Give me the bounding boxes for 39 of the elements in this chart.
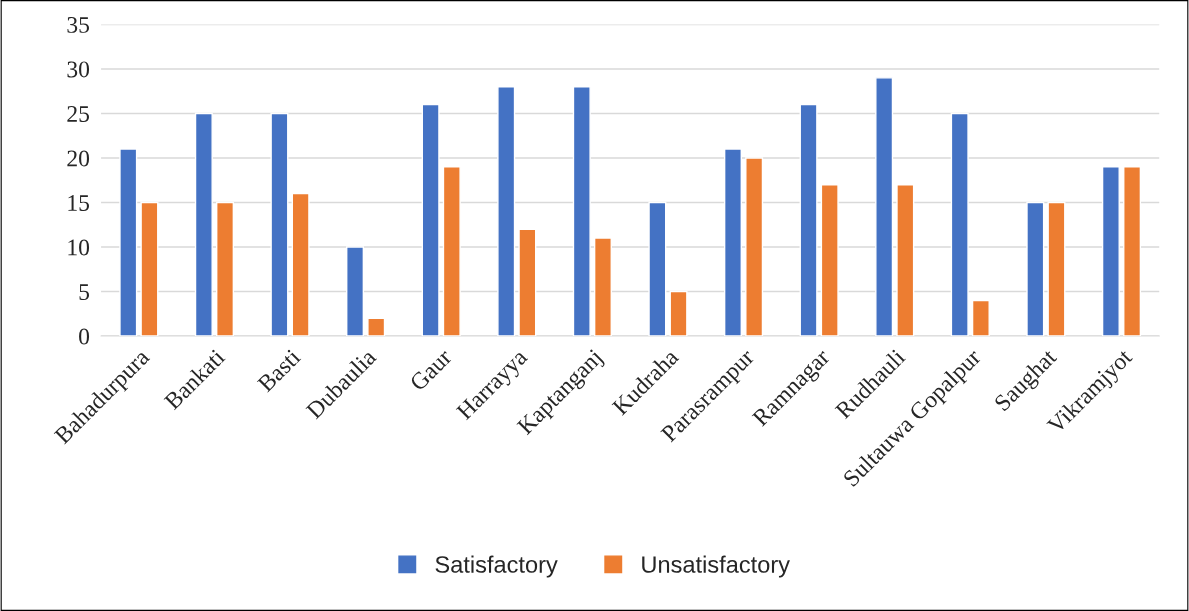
bar [518,228,537,337]
bar [497,86,516,337]
bar [367,317,386,337]
bar [194,112,213,337]
y-tick-label: 30 [67,61,90,78]
bar [1026,201,1045,337]
legend-label: Satisfactory [435,555,558,578]
bar [1123,166,1142,337]
y-tick-label: 15 [68,195,90,211]
bar [216,201,235,337]
bar [140,201,159,337]
bar [1047,201,1066,337]
y-tick-label: 0 [79,328,90,345]
x-tick-label: Gaur [409,347,453,392]
bar [799,103,818,337]
bar [572,86,591,337]
bar [119,148,138,337]
bar [648,201,667,337]
bar [745,157,764,337]
bar [971,299,990,337]
bar [442,166,461,337]
bar [421,103,440,337]
bar [1101,166,1120,337]
y-tick-label: 20 [67,150,90,167]
bar [270,112,289,337]
bar [669,290,688,337]
bar [896,184,915,337]
legend-label: Unsatisfactory [642,555,790,578]
bar [875,77,894,337]
bar [723,148,742,337]
bar [950,112,969,337]
y-tick-label: 5 [79,284,90,300]
y-tick-label: 10 [68,239,90,256]
y-tick-label: 25 [67,106,90,122]
y-tick-label: 35 [67,17,90,33]
bar [593,237,612,337]
bar [820,184,839,337]
bar [346,246,365,337]
bar [291,192,310,337]
